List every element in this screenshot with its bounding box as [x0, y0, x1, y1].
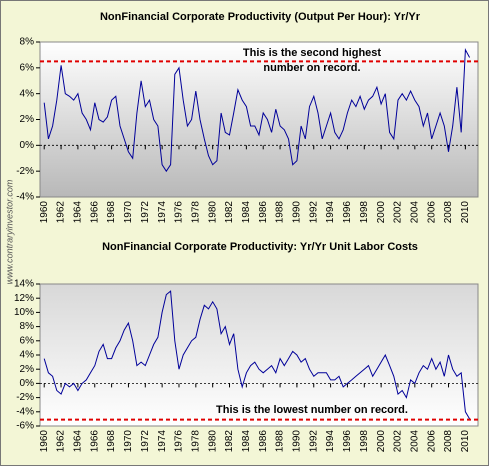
chart-title: NonFinancial Corporate Productivity (Out… [100, 11, 421, 23]
x-tick-label: 2002 [393, 201, 404, 224]
data-line [43, 48, 471, 173]
x-tick-label: 1960 [39, 430, 50, 453]
x-tick-label: 2006 [426, 201, 437, 224]
x-tick-label: 1988 [275, 430, 286, 453]
x-tick-label: 1992 [308, 201, 319, 224]
x-tick-label: 1972 [140, 430, 151, 453]
x-tick-label: 1978 [190, 201, 201, 224]
annotation: number on record. [263, 62, 360, 74]
y-tick-label: -2% [16, 392, 34, 403]
y-tick-label: 0% [20, 378, 35, 389]
plot-area [39, 41, 479, 198]
x-tick-label: 1976 [174, 430, 185, 453]
x-tick-label: 1984 [241, 201, 252, 224]
chart-title: NonFinancial Corporate Productivity: Yr/… [102, 241, 418, 253]
x-tick-label: 2000 [376, 201, 387, 224]
x-tick-label: 1990 [292, 201, 303, 224]
x-tick-label: 2000 [376, 430, 387, 453]
x-tick-label: 1992 [308, 430, 319, 453]
y-tick-label: 12% [14, 293, 34, 304]
x-tick-label: 1994 [325, 201, 336, 224]
x-tick-label: 1970 [123, 430, 134, 453]
x-tick-label: 1988 [275, 201, 286, 224]
x-tick-label: 1990 [292, 430, 303, 453]
x-tick-label: 1972 [140, 201, 151, 224]
y-tick-label: 4% [20, 88, 35, 99]
x-tick-label: 2006 [426, 430, 437, 453]
x-tick-label: 1970 [123, 201, 134, 224]
x-tick-label: 2002 [393, 430, 404, 453]
x-tick-label: 2010 [460, 430, 471, 453]
x-tick-label: 1960 [39, 201, 50, 224]
y-tick-label: 6% [20, 335, 35, 346]
y-tick-label: -4% [16, 406, 34, 417]
y-tick-label: 14% [14, 279, 34, 290]
x-tick-label: 1968 [106, 201, 117, 224]
y-tick-label: -6% [16, 421, 34, 432]
x-tick-label: 1962 [56, 201, 67, 224]
x-tick-label: 1998 [359, 430, 370, 453]
watermark: www.contraryinvestor.com [4, 179, 14, 284]
x-tick-label: 1964 [73, 201, 84, 224]
y-tick-label: 4% [20, 350, 35, 361]
x-tick-label: 1966 [89, 201, 100, 224]
x-tick-label: 2008 [443, 430, 454, 453]
y-tick-label: 10% [14, 307, 34, 318]
x-tick-label: 1986 [258, 201, 269, 224]
x-tick-label: 1994 [325, 430, 336, 453]
x-tick-label: 1964 [73, 430, 84, 453]
x-tick-label: 1968 [106, 430, 117, 453]
annotation: This is the second highest [243, 47, 381, 59]
y-tick-label: 0% [20, 140, 35, 151]
y-tick-label: 8% [20, 321, 35, 332]
x-tick-label: 1980 [207, 430, 218, 453]
y-tick-label: 6% [20, 62, 35, 73]
x-tick-label: 1974 [157, 201, 168, 224]
x-tick-label: 1962 [56, 430, 67, 453]
x-tick-label: 1978 [190, 430, 201, 453]
x-tick-label: 1974 [157, 430, 168, 453]
y-tick-label: 8% [20, 37, 35, 48]
y-tick-label: -2% [16, 166, 34, 177]
annotation: This is the lowest number on record. [216, 404, 408, 416]
x-tick-label: 1986 [258, 430, 269, 453]
y-tick-label: -4% [16, 192, 34, 203]
x-tick-label: 1966 [89, 430, 100, 453]
x-tick-label: 1982 [224, 201, 235, 224]
x-tick-label: 2004 [409, 201, 420, 224]
x-tick-label: 1996 [342, 430, 353, 453]
x-tick-label: 1996 [342, 201, 353, 224]
x-tick-label: 1982 [224, 430, 235, 453]
y-tick-label: 2% [20, 114, 35, 125]
x-tick-label: 1980 [207, 201, 218, 224]
x-tick-label: 2010 [460, 201, 471, 224]
x-tick-label: 1998 [359, 201, 370, 224]
x-tick-label: 2008 [443, 201, 454, 224]
y-tick-label: 2% [20, 364, 35, 375]
x-tick-label: 1984 [241, 430, 252, 453]
x-tick-label: 2004 [409, 430, 420, 453]
data-line [43, 290, 471, 420]
x-tick-label: 1976 [174, 201, 185, 224]
